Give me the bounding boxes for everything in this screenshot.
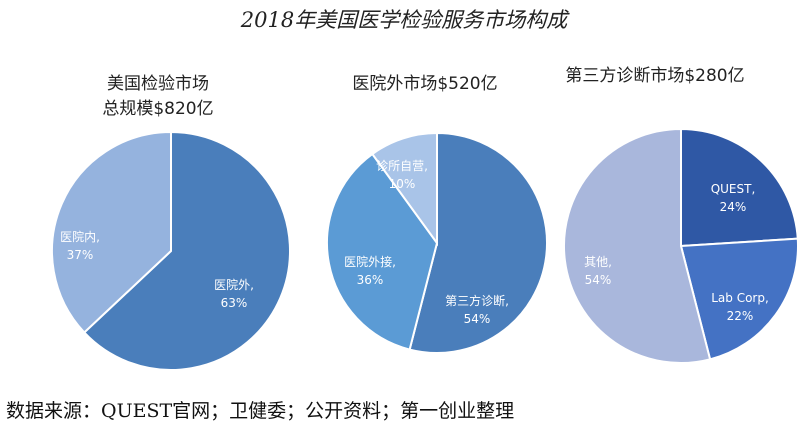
pie-slice [82, 130, 291, 371]
source-note: 数据来源：QUEST官网；卫健委；公开资料；第一创业整理 [6, 400, 515, 422]
pie-chart-3: 第三方诊断市场$280亿 QUEST, 24% Lab Corp, 22% 其他, 54% [562, 66, 799, 364]
pie-title: 第三方诊断市场$280亿 [565, 66, 744, 86]
slice-value-label: 63% [221, 296, 248, 310]
pie-slice [326, 152, 439, 351]
slice-value-label: 54% [585, 273, 612, 287]
pie-title: 美国检验市场 [107, 74, 209, 94]
pie-slice [408, 131, 549, 354]
slice-label: 第三方诊断, [445, 293, 509, 308]
slice-label: 医院外, [214, 278, 254, 292]
slice-label: 医院内, [60, 230, 100, 244]
slice-value-label: 24% [720, 200, 747, 214]
pie-title: 总规模$820亿 [102, 99, 213, 119]
slice-value-label: 37% [67, 248, 94, 262]
pie-charts: 美国检验市场总规模$820亿医院外,63%医院内,37%医院外市场$520亿第三… [50, 66, 799, 371]
slice-value-label: 36% [357, 273, 384, 287]
slice-label: QUEST, [711, 182, 756, 196]
pie-slice [679, 237, 799, 361]
slice-label: Lab Corp, [711, 291, 769, 305]
slice-label: 诊所自营, [376, 159, 428, 173]
page-title: 2018年美国医学检验服务市场构成 [240, 8, 568, 32]
pie-slice [680, 127, 799, 248]
slice-label: 其他, [584, 255, 612, 269]
pie-slice [370, 131, 438, 247]
slice-value-label: 10% [389, 177, 416, 191]
slice-value-label: 22% [727, 309, 754, 323]
slice-label: 医院外接, [344, 254, 396, 269]
pie-slice [50, 130, 172, 334]
pie-title: 医院外市场$520亿 [352, 74, 497, 94]
pie-slice [562, 127, 712, 364]
slice-value-label: 54% [464, 312, 491, 326]
